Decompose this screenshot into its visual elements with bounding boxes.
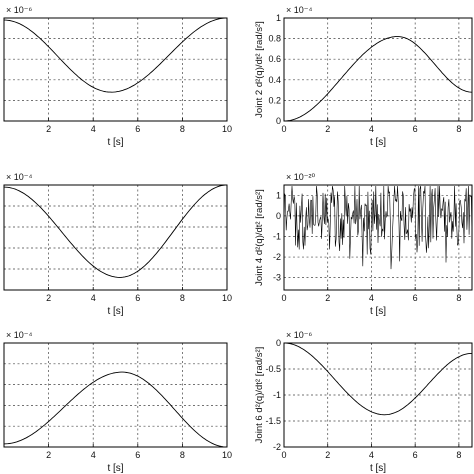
x-tick-label: 6 <box>135 450 140 460</box>
x-tick-label: 8 <box>456 124 461 134</box>
axis-multiplier: × 10⁻⁴ <box>286 5 313 15</box>
y-tick-label: 0 <box>276 116 281 126</box>
series-line <box>3 184 228 278</box>
plot-frame <box>283 17 473 122</box>
subplot-top-right: 0 2 4 6 8 0 0.2 0.4 0.6 0.8 1 × 10⁻⁴ t [s] Joint 2 d²… <box>254 5 473 148</box>
y-tick-label: 0.4 <box>268 75 281 85</box>
y-tick-label: 0.2 <box>268 95 281 105</box>
x-tick-label: 2 <box>46 450 51 460</box>
x-tick-label: 0 <box>281 293 286 303</box>
plot-frame <box>3 17 228 122</box>
axis-multiplier: × 10⁻²⁰ <box>286 172 316 182</box>
x-tick-label: 8 <box>456 450 461 460</box>
y-tick-label: -1.5 <box>265 416 281 426</box>
y-axis-label: Joint 4 d²(q)/dt² [rad/s²] <box>254 189 265 286</box>
x-tick-label: 6 <box>135 124 140 134</box>
subplot-bottom-left: 2 4 6 8 10 × 10⁻⁴ t [s] <box>3 330 232 474</box>
subplot-bottom-right: 0 2 4 6 8 0 -0.5 -1 -1.5 -2 × 10⁻⁶ t [s] Joint 6 d²(… <box>254 330 473 474</box>
x-tick-label: 2 <box>325 293 330 303</box>
y-axis-label: Joint 2 d²(q)/dt² [rad/s²] <box>254 21 265 118</box>
plot-frame <box>3 184 228 291</box>
subplot-top-left: 2 4 6 8 10 × 10⁻⁶ t [s] <box>3 5 232 148</box>
axis-multiplier: × 10⁻⁴ <box>6 330 33 340</box>
x-tick-label: 6 <box>413 293 418 303</box>
x-tick-label: 6 <box>135 293 140 303</box>
x-tick-label: 10 <box>222 293 232 303</box>
plot-frame <box>3 342 228 448</box>
series-line <box>284 342 472 416</box>
x-tick-label: 8 <box>180 124 185 134</box>
x-tick-label: 2 <box>325 124 330 134</box>
axis-multiplier: × 10⁻⁶ <box>286 330 313 340</box>
axis-multiplier: × 10⁻⁶ <box>6 5 33 15</box>
subplot-mid-right: 0 2 4 6 8 -3 -2 -1 0 1 × 10⁻²⁰ t [s] Joint 4 d²(q)/d… <box>254 172 473 317</box>
x-tick-label: 6 <box>413 124 418 134</box>
x-tick-label: 4 <box>91 450 96 460</box>
y-tick-label: 0.8 <box>268 34 281 44</box>
y-tick-label: 0 <box>276 211 281 221</box>
y-tick-label: -0.5 <box>265 364 281 374</box>
y-tick-label: 1 <box>276 190 281 200</box>
x-tick-label: 10 <box>222 124 232 134</box>
x-tick-label: 8 <box>180 293 185 303</box>
series-line <box>284 36 473 122</box>
y-axis-label: Joint 6 d²(q)/dt² [rad/s²] <box>254 347 265 444</box>
y-tick-label: -2 <box>273 442 281 452</box>
y-tick-label: 0.6 <box>268 54 281 64</box>
x-axis-label: t [s] <box>370 137 386 148</box>
series-line <box>4 17 227 93</box>
x-axis-label: t [s] <box>370 306 386 317</box>
plot-frame <box>283 342 473 448</box>
x-tick-label: 2 <box>325 450 330 460</box>
series-line <box>3 371 228 448</box>
y-tick-label: -2 <box>273 252 281 262</box>
series-line <box>283 185 473 270</box>
x-tick-label: 0 <box>281 450 286 460</box>
x-tick-label: 2 <box>46 124 51 134</box>
y-tick-label: -1 <box>273 390 281 400</box>
x-axis-label: t [s] <box>107 463 123 474</box>
x-axis-label: t [s] <box>370 463 386 474</box>
x-tick-label: 2 <box>46 293 51 303</box>
x-tick-label: 8 <box>456 293 461 303</box>
y-tick-label: -3 <box>273 273 281 283</box>
y-tick-label: 1 <box>276 13 281 23</box>
x-tick-label: 4 <box>369 124 374 134</box>
subplot-mid-left: 2 4 6 8 10 × 10⁻⁴ t [s] <box>3 172 232 317</box>
x-tick-label: 4 <box>369 450 374 460</box>
x-tick-label: 6 <box>413 450 418 460</box>
x-tick-label: 4 <box>91 124 96 134</box>
x-axis-label: t [s] <box>107 137 123 148</box>
x-tick-label: 10 <box>222 450 232 460</box>
x-tick-label: 4 <box>91 293 96 303</box>
x-tick-label: 8 <box>180 450 185 460</box>
x-axis-label: t [s] <box>107 306 123 317</box>
x-tick-label: 4 <box>369 293 374 303</box>
plot-frame <box>283 184 473 291</box>
y-tick-label: -1 <box>273 231 281 241</box>
x-tick-label: 0 <box>281 124 286 134</box>
axis-multiplier: × 10⁻⁴ <box>6 172 33 182</box>
y-tick-label: 0 <box>276 338 281 348</box>
